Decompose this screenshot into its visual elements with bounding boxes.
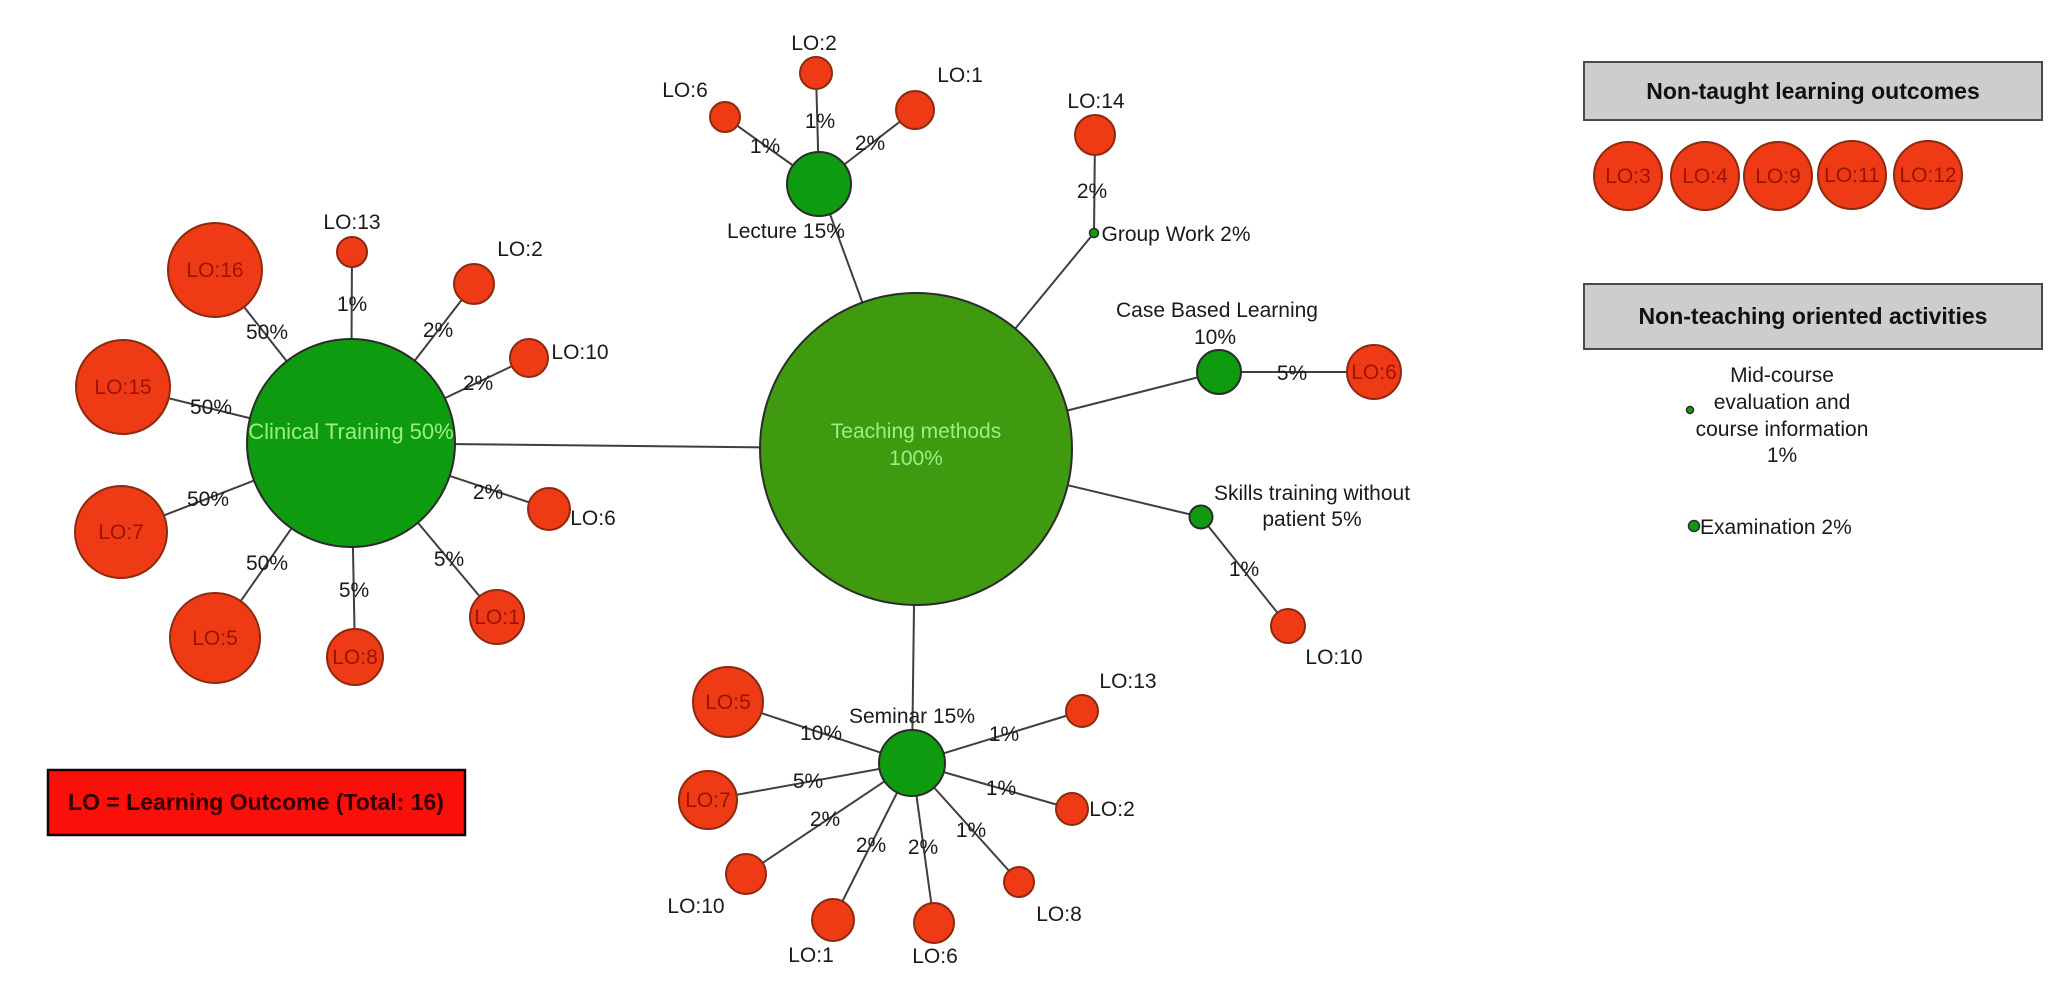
svg-text:Lecture 15%: Lecture 15%: [727, 220, 845, 243]
svg-text:Clinical Training 50%: Clinical Training 50%: [248, 419, 453, 444]
svg-text:LO:9: LO:9: [1755, 165, 1801, 188]
svg-text:LO:2: LO:2: [497, 238, 543, 261]
svg-text:1%: 1%: [956, 819, 986, 842]
svg-text:LO:15: LO:15: [94, 376, 151, 399]
svg-text:LO:1: LO:1: [788, 944, 834, 967]
svg-text:Examination 2%: Examination 2%: [1700, 516, 1852, 539]
svg-text:LO:5: LO:5: [192, 627, 238, 650]
svg-text:LO:10: LO:10: [551, 341, 608, 364]
svg-text:1%: 1%: [989, 723, 1019, 746]
svg-text:LO:3: LO:3: [1605, 165, 1651, 188]
svg-text:LO:6: LO:6: [1351, 361, 1397, 384]
svg-text:Teaching methods: Teaching methods: [831, 420, 1001, 443]
svg-text:2%: 2%: [856, 834, 886, 857]
svg-text:2%: 2%: [855, 132, 885, 155]
svg-text:50%: 50%: [246, 321, 288, 344]
svg-text:LO:6: LO:6: [912, 945, 958, 968]
svg-text:patient 5%: patient 5%: [1262, 508, 1361, 531]
svg-text:10%: 10%: [800, 722, 842, 745]
svg-text:LO:2: LO:2: [1089, 798, 1135, 821]
svg-text:LO = Learning Outcome (Total:: LO = Learning Outcome (Total: 16): [68, 789, 444, 815]
svg-text:Seminar 15%: Seminar 15%: [849, 705, 975, 728]
svg-text:2%: 2%: [1077, 180, 1107, 203]
svg-text:LO:2: LO:2: [791, 32, 837, 55]
svg-text:LO:7: LO:7: [98, 521, 144, 544]
svg-text:LO:12: LO:12: [1899, 164, 1956, 187]
svg-text:1%: 1%: [805, 110, 835, 133]
svg-text:50%: 50%: [190, 396, 232, 419]
svg-text:10%: 10%: [1194, 326, 1236, 349]
svg-text:LO:11: LO:11: [1824, 164, 1880, 187]
svg-text:5%: 5%: [434, 548, 464, 571]
svg-text:LO:7: LO:7: [685, 789, 731, 812]
svg-text:2%: 2%: [908, 836, 938, 859]
svg-text:LO:6: LO:6: [662, 79, 708, 102]
svg-text:Mid-course: Mid-course: [1730, 364, 1834, 387]
svg-text:LO:1: LO:1: [474, 606, 520, 629]
svg-text:1%: 1%: [750, 135, 780, 158]
svg-text:Non-teaching oriented activiti: Non-teaching oriented activities: [1639, 303, 1988, 329]
svg-text:2%: 2%: [463, 372, 493, 395]
svg-text:LO:10: LO:10: [1305, 646, 1362, 669]
svg-text:1%: 1%: [1229, 558, 1259, 581]
svg-text:1%: 1%: [337, 293, 367, 316]
svg-text:1%: 1%: [1767, 444, 1797, 467]
svg-text:50%: 50%: [187, 488, 229, 511]
svg-text:LO:13: LO:13: [323, 211, 380, 234]
svg-text:LO:6: LO:6: [570, 507, 616, 530]
svg-text:100%: 100%: [889, 447, 943, 470]
svg-text:LO:10: LO:10: [667, 895, 724, 918]
svg-text:1%: 1%: [986, 777, 1016, 800]
svg-text:Case Based Learning: Case Based Learning: [1116, 299, 1318, 322]
svg-text:50%: 50%: [246, 552, 288, 575]
svg-text:LO:5: LO:5: [705, 691, 751, 714]
svg-text:evaluation and: evaluation and: [1714, 391, 1851, 414]
svg-text:Group Work 2%: Group Work 2%: [1102, 223, 1251, 246]
svg-text:LO:4: LO:4: [1682, 165, 1728, 188]
svg-text:LO:16: LO:16: [186, 259, 243, 282]
svg-text:5%: 5%: [339, 579, 369, 602]
svg-text:LO:14: LO:14: [1067, 90, 1125, 113]
svg-text:LO:13: LO:13: [1099, 670, 1156, 693]
svg-text:LO:8: LO:8: [332, 646, 378, 669]
svg-text:2%: 2%: [810, 808, 840, 831]
svg-text:2%: 2%: [423, 319, 453, 342]
svg-text:Non-taught learning outcomes: Non-taught learning outcomes: [1646, 78, 1980, 104]
svg-text:course information: course information: [1696, 418, 1869, 441]
svg-text:Skills training without: Skills training without: [1214, 482, 1410, 505]
svg-text:LO:1: LO:1: [937, 64, 983, 87]
svg-text:5%: 5%: [1277, 362, 1307, 385]
svg-text:LO:8: LO:8: [1036, 903, 1082, 926]
svg-text:5%: 5%: [793, 770, 823, 793]
svg-text:2%: 2%: [473, 481, 503, 504]
